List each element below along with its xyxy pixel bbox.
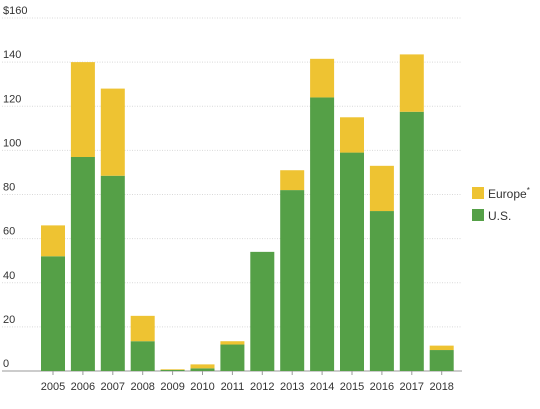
bar-us-2007 [100, 175, 125, 371]
axes: 0 20 40 60 80 100 120 140 $160 2005 2006 2007 2008 20… [3, 5, 454, 393]
bar-us-2008 [130, 341, 155, 371]
bar-us-2016 [369, 211, 394, 371]
x-tick-label: 2008 [130, 381, 154, 393]
bar-us-2017 [399, 111, 424, 371]
y-tick-label: 140 [3, 49, 21, 61]
bar-europe-2006 [70, 62, 95, 157]
bar-us-2009 [160, 369, 185, 371]
y-tick-label: 0 [3, 358, 9, 370]
legend-swatch-europe [472, 187, 484, 199]
bar-us-2010 [190, 368, 215, 371]
bar-europe-2017 [399, 54, 424, 112]
bar-europe-2011 [220, 341, 245, 345]
legend: Europe* U.S. [472, 186, 530, 223]
bar-us-2005 [41, 256, 65, 371]
bar-us-2006 [70, 156, 95, 371]
bar-europe-2005 [41, 225, 65, 257]
y-tick-label: 100 [3, 137, 21, 149]
x-tick-label: 2018 [429, 381, 453, 393]
bar-europe-2008 [130, 315, 155, 342]
x-tick-label: 2014 [310, 381, 334, 393]
y-tick-label: 120 [3, 93, 21, 105]
legend-label-us: U.S. [488, 209, 511, 223]
x-tick-label: 2009 [160, 381, 184, 393]
x-tick-label: 2006 [71, 381, 95, 393]
x-tick-label: 2016 [370, 381, 394, 393]
bar-europe-2018 [429, 345, 454, 351]
bars [41, 54, 454, 372]
legend-label-europe: Europe* [488, 186, 530, 201]
x-tick-label: 2007 [101, 381, 125, 393]
bar-europe-2013 [280, 170, 305, 191]
bar-us-2013 [280, 190, 305, 371]
x-tick-label: 2012 [250, 381, 274, 393]
bar-europe-2007 [100, 88, 125, 176]
bar-us-2012 [250, 251, 275, 371]
bar-europe-2014 [310, 58, 335, 98]
y-tick-label: 60 [3, 226, 15, 238]
x-tick-label: 2010 [190, 381, 214, 393]
y-tick-label: 40 [3, 270, 15, 282]
x-tick-label: 2005 [41, 381, 65, 393]
y-tick-label: $160 [3, 5, 27, 17]
legend-swatch-us [472, 209, 484, 221]
bar-europe-2010 [190, 364, 215, 369]
y-tick-label: 80 [3, 182, 15, 194]
bar-europe-2009 [160, 369, 185, 370]
x-tick-label: 2011 [221, 381, 245, 393]
bar-us-2011 [220, 344, 245, 371]
bar-us-2018 [429, 350, 454, 371]
bar-us-2015 [340, 152, 364, 371]
x-tick-label: 2013 [280, 381, 304, 393]
x-tick-label: 2015 [340, 381, 364, 393]
y-tick-label: 20 [3, 314, 15, 326]
bar-europe-2016 [369, 165, 394, 212]
bar-europe-2015 [340, 117, 364, 153]
x-tick-label: 2017 [400, 381, 424, 393]
bar-us-2014 [310, 97, 335, 372]
